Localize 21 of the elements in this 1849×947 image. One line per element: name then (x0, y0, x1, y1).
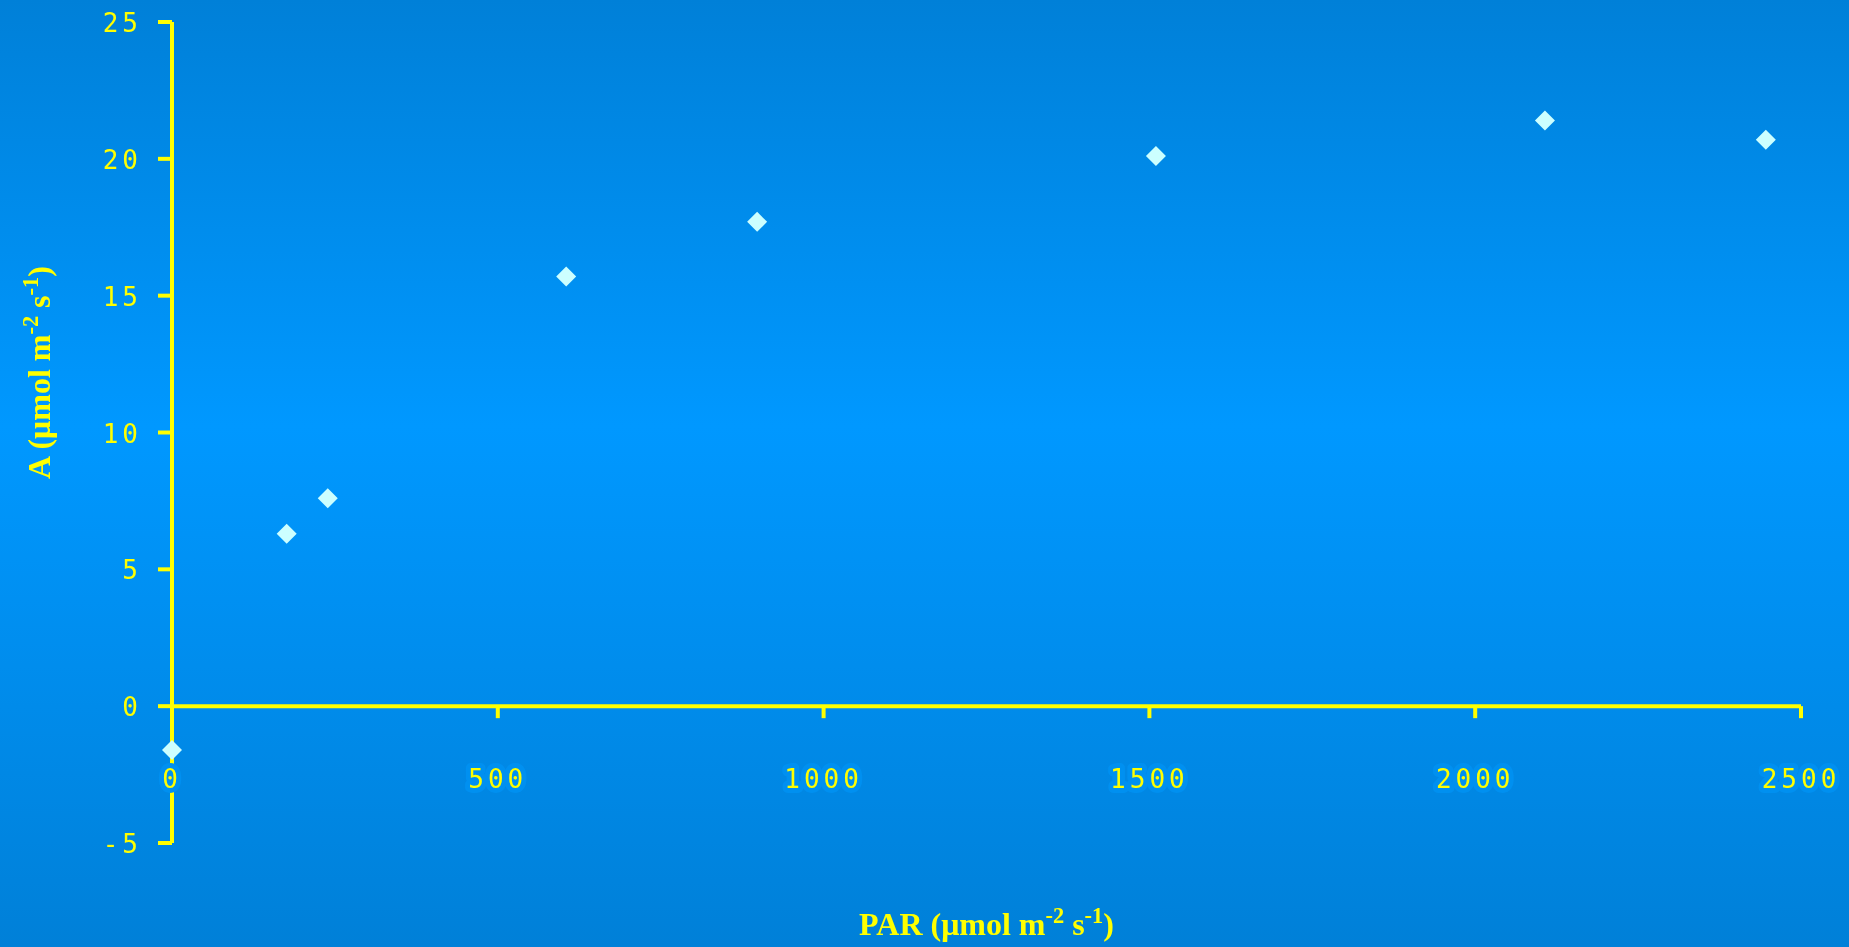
x-tick-label: 2500 (1761, 764, 1841, 795)
point (556, 266, 577, 287)
y-tick-label: 10 (102, 418, 142, 449)
y-tick-label: 0 (122, 692, 142, 723)
y-tick-label: -5 (102, 829, 142, 859)
point (1534, 110, 1555, 131)
x-tick-label: 500 (468, 764, 528, 795)
x-axis-title: PAR (μmol m$^{-2}$ s$^{-1}$) (859, 902, 1114, 942)
point (747, 211, 768, 232)
point (276, 523, 297, 544)
point (317, 488, 338, 509)
y-tick-label: 5 (122, 555, 142, 586)
x-tick-label: 1000 (784, 764, 863, 795)
point (162, 739, 182, 760)
point (1755, 129, 1776, 150)
y-tick-label: 20 (102, 144, 142, 175)
x-tick-label: 1500 (1110, 764, 1189, 795)
y-tick-label: 25 (102, 8, 142, 38)
y-tick-label: 15 (102, 281, 142, 312)
point (1145, 146, 1166, 167)
x-tick-label: 2000 (1435, 764, 1515, 795)
